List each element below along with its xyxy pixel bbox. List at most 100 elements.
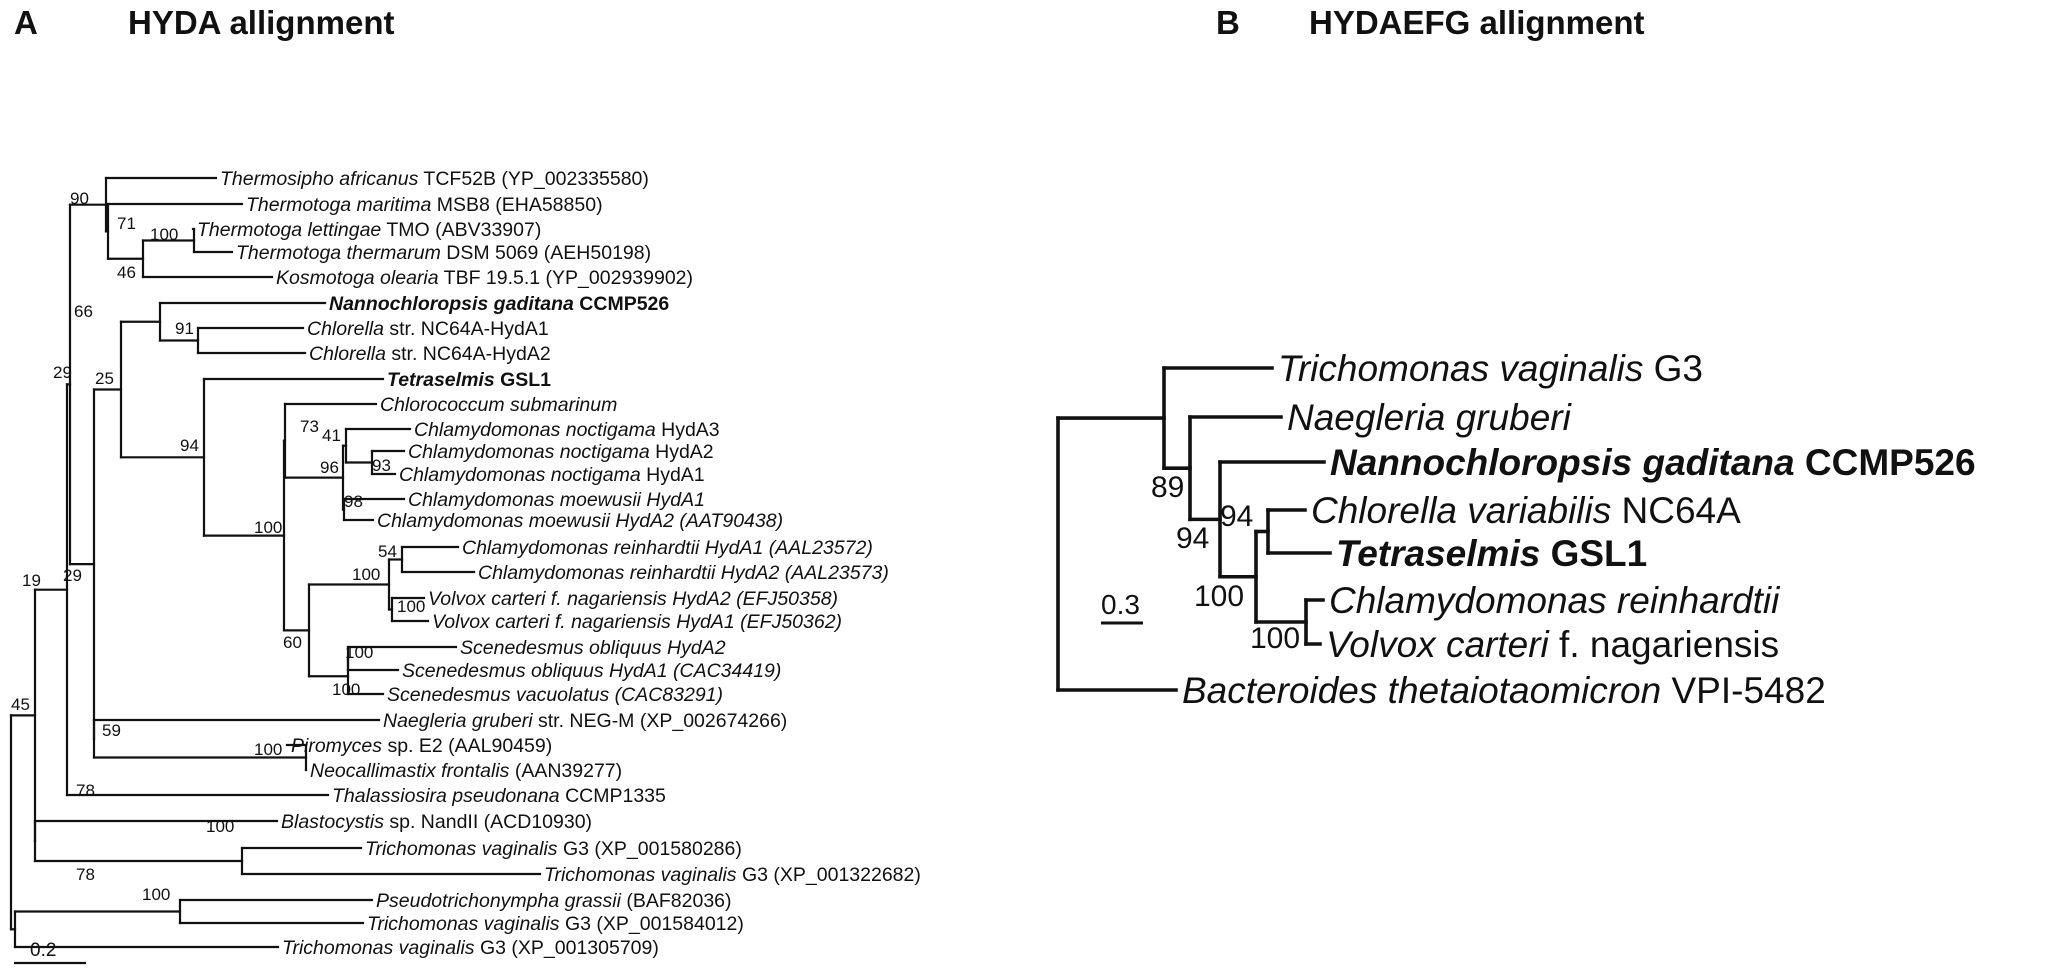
taxon-a-suffix: (CAC83291) <box>609 684 723 706</box>
taxon-a-suffix: G3 (XP_001580286) <box>558 838 742 860</box>
bootstrap-a-value: 25 <box>95 369 114 388</box>
taxon-a-species: Volvox carteri <box>432 611 550 633</box>
taxon-a-suffix: str. NC64A-HydA2 <box>386 343 551 365</box>
taxon-a-suffix: HydA1 (CAC34419) <box>604 660 782 682</box>
panel-a-scale-bar: 0.2 <box>14 940 86 965</box>
panel-a-taxon-labels: Thermosipho africanus TCF52B (YP_0023355… <box>197 168 921 959</box>
taxon-a-label: Chlorella str. NC64A-HydA2 <box>309 343 551 365</box>
taxon-b-species: Bacteroides thetaiotaomicron <box>1182 670 1661 711</box>
taxon-a-species: Nannochloropsis gaditana <box>329 293 574 315</box>
taxon-a-species: Chlamydomonas reinhardtii <box>462 537 700 559</box>
bootstrap-a-value: 100 <box>345 643 373 662</box>
taxon-a-label: Scenedesmus obliquus HydA2 <box>460 637 726 659</box>
bootstrap-b-value: 94 <box>1220 500 1253 533</box>
taxon-a-label: Naegleria gruberi str. NEG-M (XP_0026742… <box>383 710 787 732</box>
taxon-b-suffix: G3 <box>1643 348 1703 389</box>
taxon-b-label: Chlorella variabilis NC64A <box>1311 490 1741 531</box>
taxon-a-suffix: HydA2 <box>662 637 726 659</box>
panel-a-scale-label: 0.2 <box>30 940 56 961</box>
taxon-a-species: Chlamydomonas noctigama <box>408 441 650 463</box>
taxon-a-label: Chlamydomonas noctigama HydA2 <box>408 441 714 463</box>
panel-b-taxon-labels: Trichomonas vaginalis G3 Naegleria gruber… <box>1182 348 1976 711</box>
taxon-a-label: Nannochloropsis gaditana CCMP526 <box>329 293 669 315</box>
taxon-a-label: Chlamydomonas noctigama HydA3 <box>414 419 720 441</box>
taxon-a-species: Trichomonas vaginalis <box>544 864 737 886</box>
taxon-a-suffix: CCMP526 <box>574 293 670 315</box>
taxon-b-species: Nannochloropsis gaditana <box>1330 442 1795 483</box>
taxon-a-label: Chlamydomonas moewusii HydA2 (AAT90438) <box>377 510 783 532</box>
taxon-a-suffix: DSM 5069 (AEH50198) <box>441 242 651 264</box>
taxon-a-label: Chlamydomonas noctigama HydA1 <box>399 464 705 486</box>
taxon-a-species: Thermotoga thermarum <box>236 242 441 264</box>
taxon-a-label: Kosmotoga olearia TBF 19.5.1 (YP_0029399… <box>276 267 693 289</box>
taxon-b-label: Tetraselmis GSL1 <box>1336 533 1647 574</box>
taxon-a-suffix: MSB8 (EHA58850) <box>431 194 602 216</box>
taxon-a-suffix: G3 (XP_001322682) <box>737 864 921 886</box>
taxon-a-label: Trichomonas vaginalis G3 (XP_001305709) <box>282 937 659 959</box>
taxon-a-suffix: sp. E2 (AAL90459) <box>382 735 552 757</box>
bootstrap-a-value: 91 <box>175 319 194 338</box>
taxon-a-species: Tetraselmis <box>387 369 495 391</box>
taxon-a-species: Chlorococcum submarinum <box>380 394 617 416</box>
taxon-a-suffix: HydA1 (AAL23572) <box>699 537 872 559</box>
taxon-a-species: Chlamydomonas moewusii <box>377 510 611 532</box>
taxon-a-label: Thermotoga lettingae TMO (ABV33907) <box>197 219 541 241</box>
taxon-a-suffix: G3 (XP_001584012) <box>560 913 744 935</box>
taxon-a-label: Blastocystis sp. NandII (ACD10930) <box>281 811 592 833</box>
taxon-a-species: Trichomonas vaginalis <box>367 913 560 935</box>
taxon-a-suffix: HydA3 <box>656 419 720 441</box>
bootstrap-a-value: 96 <box>320 458 339 477</box>
taxon-a-species: Neocallimastix frontalis <box>310 760 510 782</box>
bootstrap-a-value: 78 <box>76 865 95 884</box>
taxon-a-species: Chlamydomonas moewusii <box>408 489 642 511</box>
taxon-a-suffix: HydA2 (AAL23573) <box>715 562 888 584</box>
bootstrap-b-value: 94 <box>1176 522 1209 555</box>
taxon-a-suffix: HydA1 <box>641 489 705 511</box>
taxon-b-species: Tetraselmis <box>1336 533 1540 574</box>
taxon-a-suffix: (AAN39277) <box>509 760 622 782</box>
taxon-b-species: Chlamydomonas reinhardtii <box>1329 580 1781 621</box>
panel-a-bootstrap-values: 90 71 100 46 66 91 29 25 94 73 41 96 93 98 100 54 100 100… <box>11 189 425 904</box>
panel-a-letter: A <box>14 4 38 41</box>
taxon-a-species: Thalassiosira pseudonana <box>332 785 560 807</box>
taxon-a-label: Scenedesmus vacuolatus (CAC83291) <box>387 684 723 706</box>
bootstrap-a-value: 98 <box>344 492 363 511</box>
taxon-a-label: Tetraselmis GSL1 <box>387 369 551 391</box>
taxon-a-species: Chlamydomonas noctigama <box>414 419 656 441</box>
taxon-a-label: Volvox carteri f. nagariensis HydA2 (EFJ… <box>428 588 838 610</box>
taxon-a-suffix: G3 (XP_001305709) <box>475 937 659 959</box>
taxon-a-suffix: CCMP1335 <box>560 785 666 807</box>
bootstrap-b-value: 100 <box>1194 580 1244 613</box>
taxon-a-species: Thermotoga lettingae <box>197 219 381 241</box>
bootstrap-a-value: 100 <box>352 565 380 584</box>
bootstrap-a-value: 100 <box>142 885 170 904</box>
taxon-a-label: Volvox carteri f. nagariensis HydA1 (EFJ… <box>432 611 842 633</box>
taxon-a-suffix: str. NC64A-HydA1 <box>384 318 549 340</box>
taxon-a-suffix: (BAF82036) <box>621 890 732 912</box>
bootstrap-a-value: 60 <box>283 633 302 652</box>
taxon-b-suffix: f. nagariensis <box>1549 624 1779 665</box>
panel-b-scale-label: 0.3 <box>1101 589 1140 620</box>
taxon-a-label: Chlamydomonas reinhardtii HydA2 (AAL2357… <box>478 562 889 584</box>
taxon-b-label: Chlamydomonas reinhardtii <box>1329 580 1781 621</box>
taxon-a-species: Chlamydomonas noctigama <box>399 464 641 486</box>
taxon-a-suffix: HydA2 (AAT90438) <box>610 510 783 532</box>
panel-b-title: HYDAEFG allignment <box>1309 4 1645 41</box>
taxon-a-label: Piromyces sp. E2 (AAL90459) <box>291 735 552 757</box>
taxon-b-label: Bacteroides thetaiotaomicron VPI-5482 <box>1182 670 1826 711</box>
taxon-a-species: Chlorella <box>307 318 384 340</box>
taxon-a-species: Scenedesmus obliquus <box>402 660 604 682</box>
panel-b-tree <box>1056 366 1332 692</box>
taxon-a-suffix: HydA1 <box>641 464 705 486</box>
panel-b-scale-bar: 0.3 <box>1101 589 1143 625</box>
taxon-a-species: Thermosipho africanus <box>220 168 419 190</box>
taxon-a-suffix: TMO (ABV33907) <box>381 219 541 241</box>
taxon-a-species: Pseudotrichonympha grassii <box>376 890 622 912</box>
panel-b-letter: B <box>1216 4 1240 41</box>
bootstrap-a-value: 90 <box>70 189 89 208</box>
taxon-b-label: Nannochloropsis gaditana CCMP526 <box>1330 442 1976 483</box>
taxon-b-suffix: CCMP526 <box>1795 442 1976 483</box>
taxon-a-label: Chlamydomonas moewusii HydA1 <box>408 489 705 511</box>
bootstrap-a-value: 41 <box>322 426 341 445</box>
